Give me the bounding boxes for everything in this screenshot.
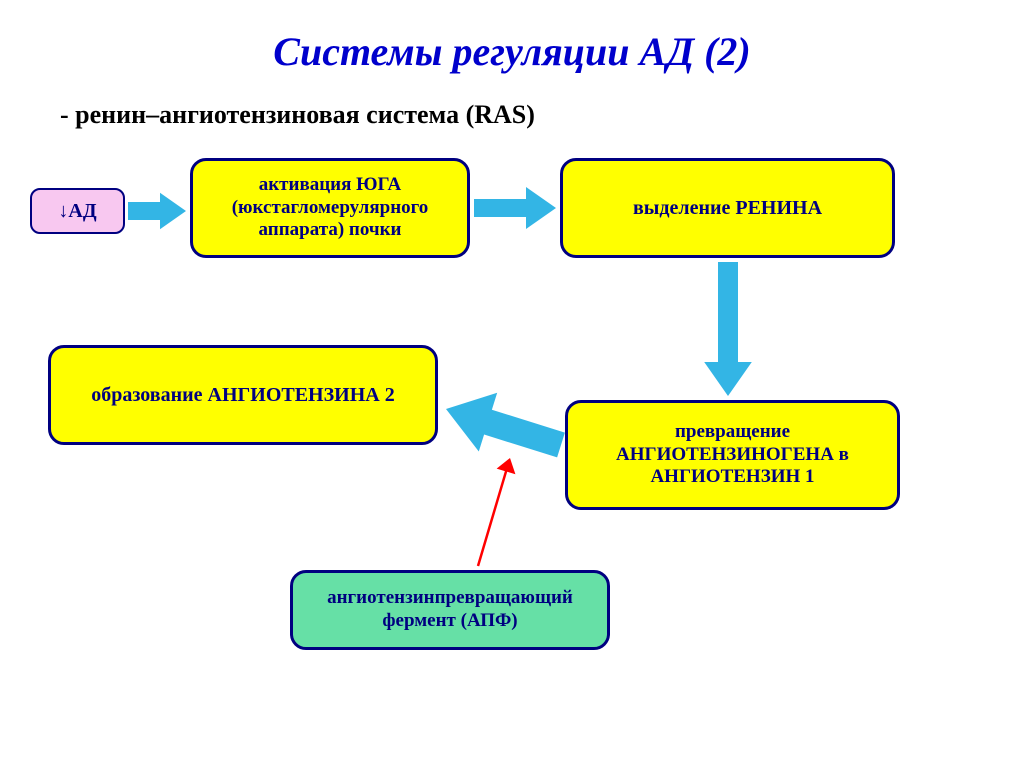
node-angiotensin-2: образование АНГИОТЕНЗИНА 2 [48, 345, 438, 445]
arrow-a5 [477, 458, 516, 566]
slide-title: Системы регуляции АД (2) [0, 28, 1024, 75]
arrow-a1 [128, 193, 186, 229]
slide-subtitle: - ренин–ангиотензиновая система (RAS) [60, 100, 535, 130]
node-ace-enzyme: ангиотензинпревращающий фермент (АПФ) [290, 570, 610, 650]
arrow-a3 [704, 262, 752, 396]
arrow-a2 [474, 187, 556, 229]
node-yuga-activation: активация ЮГА (юкстагломерулярного аппар… [190, 158, 470, 258]
node-angiotensin-1: превращение АНГИОТЕНЗИНОГЕНА в АНГИОТЕНЗ… [565, 400, 900, 510]
node-renin-release: выделение РЕНИНА [560, 158, 895, 258]
node-ad-drop: ↓АД [30, 188, 125, 234]
arrow-a4 [446, 393, 565, 458]
